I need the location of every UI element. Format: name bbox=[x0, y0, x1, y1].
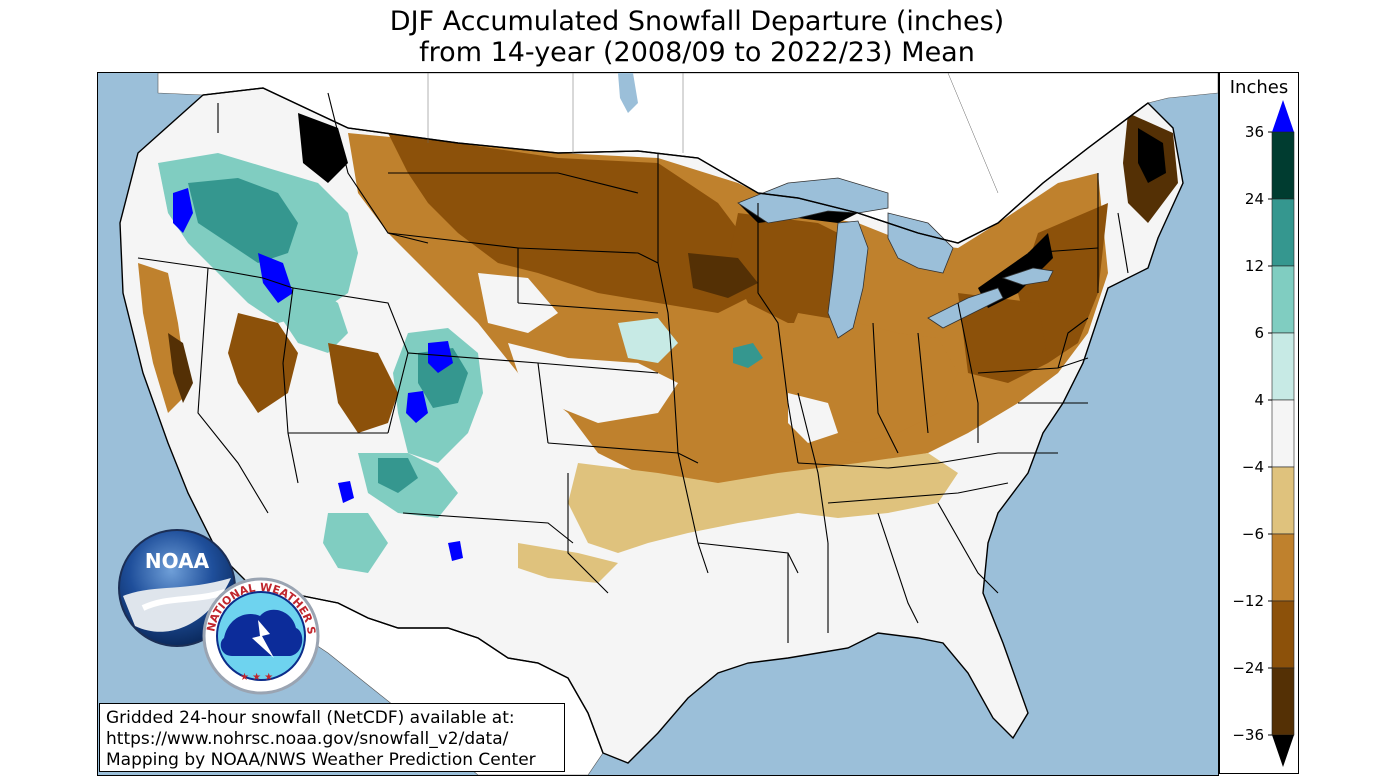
lake-ontario bbox=[1001, 267, 1054, 286]
colorbar-tick-label: 6 bbox=[1254, 324, 1264, 342]
colorbar-bin bbox=[1271, 600, 1295, 669]
lake-michigan bbox=[827, 220, 869, 339]
colorbar-tick-label: 36 bbox=[1244, 123, 1264, 141]
noaa-logo-text: NOAA bbox=[145, 549, 210, 573]
snowfall-departure-map bbox=[97, 72, 1219, 776]
nws-stars: ★ ★ ★ bbox=[240, 672, 273, 683]
colorbar-bin bbox=[1271, 198, 1295, 267]
title-line-2: from 14-year (2008/09 to 2022/23) Mean bbox=[419, 37, 975, 68]
colorbar-under-arrow bbox=[1272, 735, 1294, 767]
colorbar-tick-label: −24 bbox=[1232, 659, 1264, 677]
colorbar-bin bbox=[1271, 332, 1295, 401]
colorbar-svg bbox=[1268, 100, 1295, 767]
map-title: DJF Accumulated Snowfall Departure (inch… bbox=[0, 6, 1394, 68]
colorbar-tick-label: 24 bbox=[1244, 190, 1264, 208]
nws-logo: ★ ★ ★ NATIONAL WEATHER SERVICE bbox=[200, 576, 320, 695]
lake-winnipeg bbox=[618, 73, 638, 113]
colorbar-tick-label: −36 bbox=[1232, 726, 1264, 744]
lake-erie bbox=[927, 287, 1004, 329]
colorbar-tick-label: −12 bbox=[1232, 592, 1264, 610]
colorbar-tick-label: −4 bbox=[1241, 458, 1264, 476]
colorbar-bin bbox=[1271, 533, 1295, 602]
colorbar-legend: Inches 36 24 12 6 4 −4 −6 −12 −24 −36 bbox=[1219, 72, 1299, 774]
colorbar-over-arrow bbox=[1272, 100, 1294, 132]
source-line-1: Gridded 24-hour snowfall (NetCDF) availa… bbox=[106, 708, 515, 728]
colorbar-tick-label: 12 bbox=[1244, 257, 1264, 275]
map-svg bbox=[119, 73, 1218, 775]
source-note: Gridded 24-hour snowfall (NetCDF) availa… bbox=[99, 703, 565, 772]
state-borders bbox=[137, 92, 1129, 643]
colorbar-tick-label: 4 bbox=[1254, 391, 1264, 409]
source-line-3: Mapping by NOAA/NWS Weather Prediction C… bbox=[106, 750, 536, 770]
source-line-2: https://www.nohrsc.noaa.gov/snowfall_v2/… bbox=[106, 729, 509, 749]
colorbar-bin bbox=[1271, 265, 1295, 334]
departure-field bbox=[138, 113, 1178, 583]
province-borders bbox=[427, 73, 999, 194]
colorbar-tick-label: −6 bbox=[1241, 525, 1264, 543]
colorbar-bin bbox=[1271, 466, 1295, 535]
legend-title: Inches bbox=[1229, 77, 1289, 98]
colorbar-bin bbox=[1271, 131, 1295, 200]
title-line-1: DJF Accumulated Snowfall Departure (inch… bbox=[389, 6, 1005, 37]
colorbar-bin bbox=[1271, 399, 1295, 468]
colorbar-bin bbox=[1271, 667, 1295, 736]
